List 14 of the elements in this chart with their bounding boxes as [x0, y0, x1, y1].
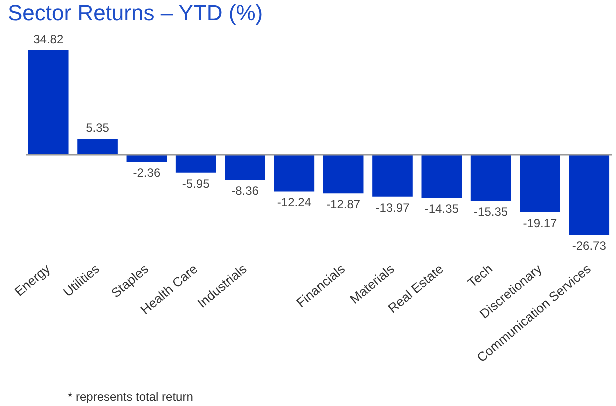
data-label: -5.95 — [182, 176, 210, 191]
data-label: -26.73 — [572, 239, 607, 254]
chart-title: Sector Returns – YTD (%) — [8, 0, 264, 26]
text: * represents total return — [68, 390, 194, 404]
data-label: -8.36 — [232, 184, 260, 198]
data-label: -14.35 — [424, 202, 460, 216]
data-label: -15.35 — [474, 205, 508, 220]
data-label: 34.82 — [34, 32, 64, 47]
data-label: -12.87 — [326, 198, 361, 212]
data-label: -13.97 — [376, 200, 410, 215]
data-label: -12.24 — [277, 196, 312, 210]
data-label: 5.35 — [86, 120, 110, 135]
data-label: -19.17 — [523, 216, 558, 231]
data-label: -2.36 — [133, 166, 161, 180]
